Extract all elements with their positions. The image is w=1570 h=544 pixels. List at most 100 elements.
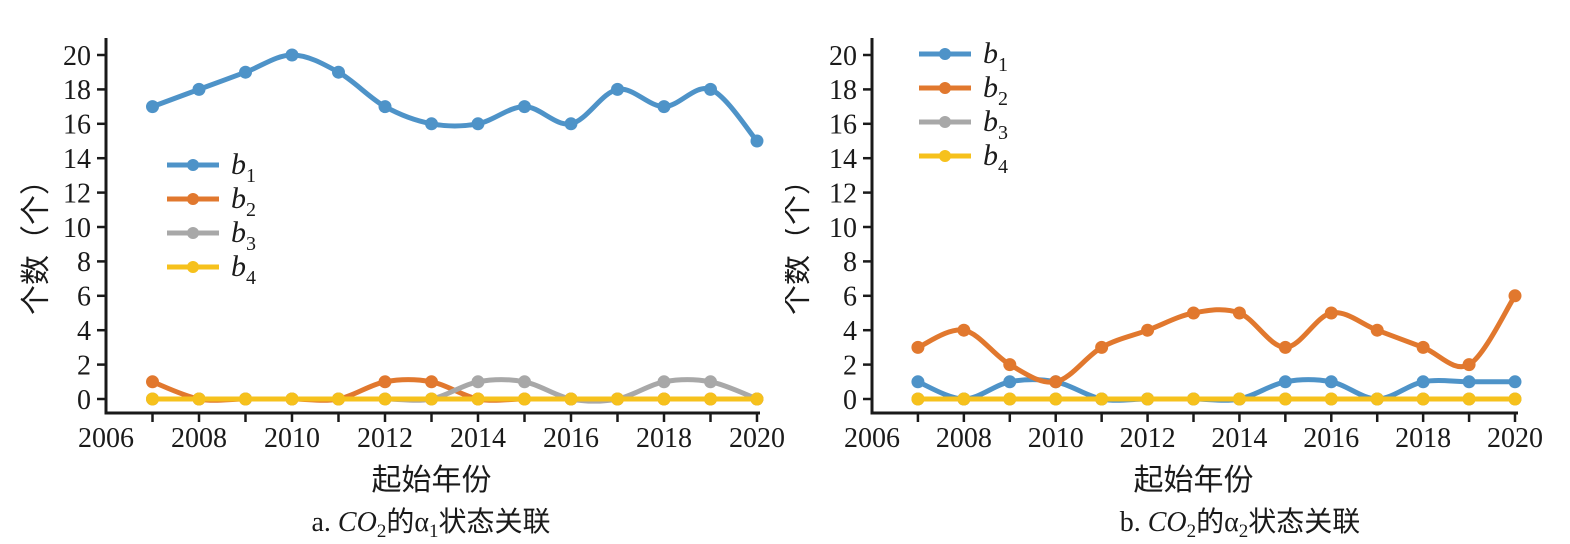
caption-part: 状态关联 [438, 507, 551, 538]
text-part: 4 [998, 156, 1008, 178]
y-tick-label: 2 [77, 350, 91, 381]
caption-part: 的 [386, 507, 415, 538]
y-tick-label: 4 [77, 316, 91, 347]
y-tick-label: 12 [63, 178, 91, 209]
series-marker-b2 [1232, 306, 1246, 320]
legend-marker-b3 [187, 227, 199, 239]
legend-label-b4: b4 [231, 250, 256, 289]
chart-panel-b: 0 2 4 6 8 10 12 14 16 18 20 2006 2008 2010 2012 2014 201… [785, 0, 1570, 544]
caption-part: a. [311, 507, 338, 538]
y-tick-label: 2 [843, 350, 857, 381]
y-tick-label: 0 [843, 385, 857, 416]
caption-part: α [414, 507, 430, 538]
x-tick-label: 2018 [1395, 423, 1451, 454]
series-marker-b2 [1003, 358, 1017, 372]
series-marker-b4 [1324, 392, 1338, 406]
legend-label-b2: b2 [983, 71, 1008, 110]
text-part: 3 [246, 233, 256, 255]
caption-part: 状态关联 [1248, 507, 1361, 538]
series-marker-b2 [1324, 306, 1338, 320]
series-marker-b4 [192, 392, 206, 406]
series-marker-b4 [378, 392, 392, 406]
series-marker-b2 [1049, 375, 1063, 389]
y-tick-label: 20 [829, 41, 857, 72]
series-marker-b4 [957, 392, 971, 406]
y-tick-label: 10 [829, 213, 857, 244]
x-tick-label: 2020 [1487, 423, 1543, 454]
chart-panel-a: 0 2 4 6 8 10 12 14 16 18 20 2006 2008 2010 2012 2014 201… [20, 38, 785, 542]
y-tick-label: 0 [77, 385, 91, 416]
caption-part: CO [1147, 507, 1187, 538]
series-marker-b2 [1416, 340, 1430, 354]
caption-part: 2 [376, 521, 387, 542]
series-marker-b2 [1141, 323, 1155, 337]
series-marker-b1 [657, 100, 671, 114]
y-tick-label: 12 [829, 178, 857, 209]
y-tick-label: 8 [77, 247, 91, 278]
series-marker-b1 [1508, 375, 1522, 389]
y-tick-label: 6 [843, 282, 857, 313]
series-marker-b4 [911, 392, 925, 406]
text-part: 4 [246, 267, 256, 289]
text-part: 1 [246, 165, 256, 187]
series-marker-b2 [1462, 358, 1476, 372]
series-marker-b2 [957, 323, 971, 337]
legend-marker-b2 [187, 193, 199, 205]
text-part: 1 [998, 54, 1008, 76]
x-tick-label: 2008 [936, 423, 992, 454]
series-marker-b4 [1508, 392, 1522, 406]
axis-spines [104, 38, 760, 415]
y-axis-title: 个数（个） [785, 165, 814, 315]
x-tick-label: 2014 [450, 423, 506, 454]
x-tick-label: 2014 [1211, 423, 1267, 454]
text-part: 2 [998, 88, 1008, 110]
series-marker-b1 [425, 117, 438, 131]
y-tick-label: 16 [829, 110, 857, 141]
series-marker-b2 [1508, 289, 1522, 303]
series-marker-b4 [239, 392, 252, 406]
legend-label-b1: b1 [983, 37, 1008, 76]
series-marker-b1 [611, 82, 624, 96]
series-marker-b1 [146, 100, 159, 114]
y-tick-label: 6 [77, 282, 91, 313]
caption-part: α [1224, 507, 1239, 538]
series-marker-b1 [285, 48, 299, 62]
legend-marker-b4 [187, 261, 199, 273]
series-marker-b1 [471, 117, 485, 131]
series-marker-b4 [285, 392, 299, 406]
text-part: b [231, 250, 246, 283]
x-tick-label: 2010 [1028, 423, 1084, 454]
series-marker-b1 [911, 375, 925, 389]
x-axis-title: 起始年份 [372, 464, 492, 497]
series-marker-b4 [1462, 392, 1476, 406]
y-tick-label: 8 [843, 247, 857, 278]
text-part: b [983, 105, 998, 138]
x-tick-label: 2020 [729, 423, 785, 454]
series-marker-b4 [1187, 392, 1200, 406]
series-marker-b1 [1416, 375, 1430, 389]
series-marker-b4 [471, 392, 485, 406]
series-marker-b2 [911, 340, 925, 354]
series-marker-b4 [750, 392, 764, 406]
y-tick-label: 18 [63, 75, 91, 106]
series-marker-b1 [192, 82, 206, 96]
series-marker-b2 [1187, 306, 1200, 320]
caption-part: b. [1119, 507, 1148, 538]
series-marker-b1 [378, 100, 392, 114]
x-axis-title: 起始年份 [1134, 464, 1254, 497]
x-tick-label: 2010 [264, 423, 320, 454]
series-marker-b3 [471, 375, 485, 389]
legend-label-b4: b4 [983, 139, 1008, 178]
legend-label-b1: b1 [231, 148, 256, 187]
y-tick-label: 4 [843, 316, 857, 347]
x-tick-label: 2008 [171, 423, 227, 454]
series-marker-b1 [1003, 375, 1017, 389]
series-marker-b4 [657, 392, 671, 406]
legend-marker-b2 [939, 82, 951, 94]
series-marker-b4 [611, 392, 624, 406]
legend-marker-b4 [939, 150, 951, 162]
series-marker-b4 [332, 392, 345, 406]
legend-label-b3: b3 [983, 105, 1008, 144]
series-marker-b2 [146, 375, 159, 389]
